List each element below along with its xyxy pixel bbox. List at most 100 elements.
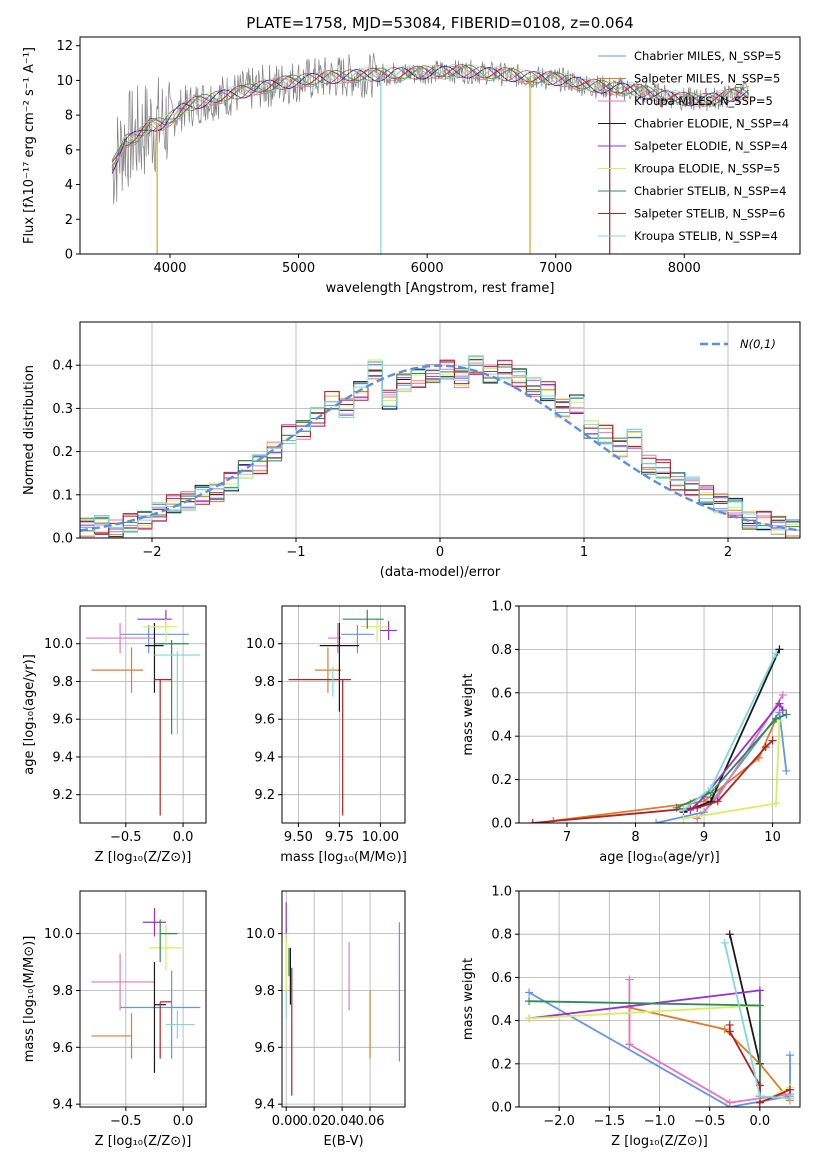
y-tick-label: 0.0 — [52, 532, 73, 547]
x-tick-label: −1.5 — [594, 1114, 626, 1129]
model-spectrum-5 — [111, 65, 749, 171]
y-tick-label: 9.8 — [52, 984, 73, 999]
x-tick-label: 0.02 — [300, 1114, 329, 1129]
y-tick-label: 10.0 — [246, 927, 275, 942]
axes-frame — [79, 605, 207, 824]
x-axis-label: Z [log₁₀(Z/Z⊙)] — [95, 850, 192, 865]
errorbar-point — [342, 609, 384, 629]
x-tick-label: 9.75 — [325, 830, 354, 845]
model-spectrum-4 — [111, 65, 749, 174]
y-axis-label: mass weight — [461, 673, 476, 755]
weight-marker — [755, 1001, 764, 1010]
x-tick-label: 0 — [436, 545, 444, 560]
x-tick-label: 6000 — [411, 261, 444, 276]
errorbar-point — [154, 678, 172, 816]
x-tick-label: 0.0 — [173, 830, 194, 845]
weight-line-1 — [655, 709, 788, 823]
errorbar-point — [145, 622, 164, 693]
plot-area — [285, 902, 401, 1096]
y-axis-label: mass weight — [461, 958, 476, 1040]
weight-marker — [785, 1094, 794, 1103]
y-tick-label: 0.1 — [52, 488, 73, 503]
y-tick-label: 0.6 — [491, 686, 512, 701]
axes-frame — [79, 36, 801, 255]
plot-area — [111, 52, 749, 254]
y-tick-label: 9.8 — [254, 675, 275, 690]
weight-marker — [679, 805, 688, 814]
errorbar-point — [154, 651, 201, 735]
y-tick-label: 10.0 — [44, 927, 73, 942]
chart-weight-vs-Z: −2.0 −1.5 −1.0 −0.5 0.0 0.0 0.2 0.4 0.6 0.8 1.0 Z [… — [461, 885, 801, 1149]
y-tick-label: 6 — [65, 143, 73, 158]
chart-age-vs-Z: −0.5 0.0 9.2 9.4 9.6 9.8 10.0 Z [log₁₀(Z/Z⊙)] ag… — [22, 605, 207, 865]
weight-marker — [525, 997, 534, 1006]
x-tick-label: 5000 — [282, 261, 315, 276]
x-tick-label: 8 — [631, 830, 639, 845]
weight-line-4 — [728, 933, 761, 1097]
weight-marker — [755, 1092, 764, 1101]
x-tick-label: 0.00 — [272, 1114, 301, 1129]
x-tick-label: 7 — [563, 830, 571, 845]
y-tick-label: 9.4 — [254, 1098, 275, 1113]
x-tick-label: 4000 — [153, 261, 186, 276]
x-tick-label: 8000 — [668, 261, 701, 276]
weight-marker — [528, 819, 537, 823]
weight-marker — [525, 1014, 534, 1023]
axes-frame — [518, 890, 801, 1108]
x-axis-label: E(B-V) — [323, 1134, 363, 1149]
y-tick-label: 9.8 — [52, 675, 73, 690]
weight-marker — [725, 930, 734, 939]
legend: N(0,1) — [700, 337, 776, 351]
errorbar-point — [143, 619, 178, 642]
axes-frame — [79, 890, 207, 1108]
x-tick-label: −0.5 — [110, 1114, 142, 1129]
x-axis-label: mass [log₁₀(M/M⊙)] — [280, 850, 407, 865]
weight-marker — [772, 799, 781, 808]
y-tick-label: 12 — [56, 39, 73, 54]
errorbar-point — [159, 919, 178, 963]
axes-frame — [281, 605, 406, 824]
y-tick-label: 9.4 — [52, 1098, 73, 1113]
weight-line-7 — [676, 713, 787, 809]
legend-label-6: Kroupa ELODIE, N_SSP=5 — [634, 162, 780, 176]
model-spectrum-8 — [111, 64, 749, 163]
legend-label-5: Salpeter ELODIE, N_SSP=4 — [634, 139, 788, 153]
x-axis-label: age [log₁₀(age/yr)] — [599, 850, 720, 865]
observed-spectrum-line — [111, 52, 749, 205]
weight-marker — [725, 1098, 734, 1107]
plot-area — [525, 930, 794, 1107]
weight-marker — [775, 645, 784, 654]
y-tick-label: 4 — [65, 178, 73, 193]
y-tick-label: 0.4 — [491, 730, 512, 745]
y-tick-label: 9.8 — [254, 984, 275, 999]
chart-residuals: −2 −1 0 1 2 0.0 0.1 0.2 0.3 0.4 (data-model)/error… — [22, 321, 801, 580]
y-axis-label: Normed distribution — [22, 365, 37, 495]
x-tick-label: 0.06 — [356, 1114, 385, 1129]
errorbar-point — [91, 953, 155, 1011]
legend-label-1: Chabrier MILES, N_SSP=5 — [634, 49, 781, 63]
x-axis-label: wavelength [Angstrom, rest frame] — [326, 281, 555, 296]
weight-marker — [525, 988, 534, 997]
weight-marker — [679, 814, 688, 823]
y-tick-label: 9.6 — [52, 1041, 73, 1056]
weight-marker — [778, 706, 787, 715]
weight-marker — [755, 986, 764, 995]
weight-line-5 — [689, 701, 784, 811]
x-tick-label: 9.50 — [284, 830, 313, 845]
y-tick-label: 9.6 — [52, 713, 73, 728]
weight-marker — [625, 975, 634, 984]
axes-frame — [281, 890, 406, 1108]
x-axis-label: Z [log₁₀(Z/Z⊙)] — [611, 1134, 708, 1149]
y-tick-label: 8 — [65, 109, 73, 124]
weight-marker — [686, 805, 695, 814]
model-spectrum-7 — [111, 64, 749, 161]
y-axis-label: mass [log₁₀(M/M⊙)] — [22, 936, 37, 1063]
errorbar-point — [91, 647, 143, 693]
weight-marker — [778, 690, 787, 699]
y-tick-label: 0.8 — [491, 928, 512, 943]
normal-reference-curve — [80, 364, 800, 532]
x-tick-label: 0.0 — [173, 1114, 194, 1129]
plot-area — [288, 609, 397, 816]
y-tick-label: 0.2 — [491, 1057, 512, 1072]
y-tick-label: 1.0 — [491, 885, 512, 900]
